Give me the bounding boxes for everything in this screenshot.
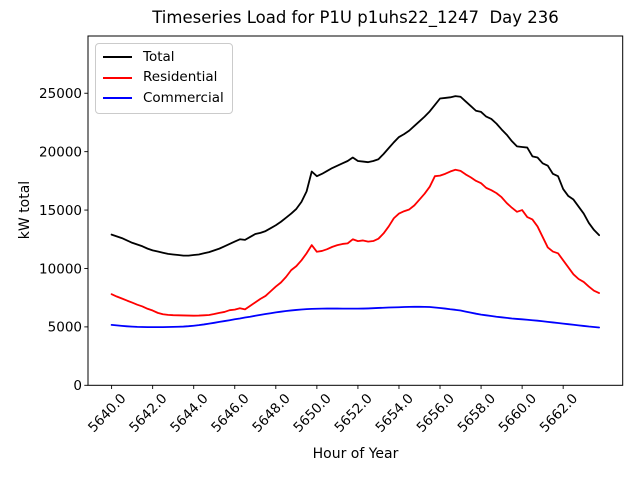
legend-line-residential-icon — [103, 76, 132, 79]
series-line-commercial — [110, 305, 600, 329]
legend: Total Residential Commercial — [95, 43, 233, 114]
x-tick-label: 5654.0 — [373, 391, 417, 436]
x-tick-label: 5662.0 — [537, 391, 581, 436]
x-tick-label: 5656.0 — [414, 391, 458, 436]
x-tick-label: 5646.0 — [208, 391, 252, 436]
x-tick-label: 5660.0 — [496, 391, 540, 436]
legend-item-residential: Residential — [103, 68, 228, 89]
chart-title: Timeseries Load for P1U p1uhs22_1247 Day… — [152, 8, 559, 27]
x-tick-label: 5658.0 — [455, 391, 499, 436]
y-tick-label: 20000 — [39, 144, 82, 160]
x-tick-label: 5640.0 — [85, 391, 129, 436]
legend-item-commercial: Commercial — [103, 88, 228, 109]
series-line-total — [110, 95, 600, 257]
x-tick-label: 5642.0 — [126, 391, 170, 436]
x-axis-label: Hour of Year — [312, 446, 399, 462]
x-tick-label: 5652.0 — [331, 391, 375, 436]
y-tick-label: 25000 — [39, 86, 82, 102]
axes-spines — [87, 35, 624, 386]
y-tick-label: 15000 — [39, 203, 82, 219]
legend-line-total-icon — [103, 56, 132, 59]
y-tick-label: 10000 — [39, 261, 82, 277]
y-axis-label: kW total — [17, 180, 33, 240]
legend-item-total: Total — [103, 47, 228, 68]
y-tick-label: 5000 — [48, 320, 82, 336]
x-tick-label: 5648.0 — [249, 391, 293, 436]
series-line-residential — [110, 168, 600, 317]
legend-label-residential: Residential — [143, 69, 218, 85]
y-tick-label: 0 — [73, 378, 82, 394]
x-tick-label: 5644.0 — [167, 391, 211, 436]
legend-label-total: Total — [143, 48, 175, 65]
x-tick-label: 5650.0 — [290, 391, 334, 436]
legend-label-commercial: Commercial — [143, 89, 224, 106]
legend-line-commercial-icon — [103, 97, 132, 100]
